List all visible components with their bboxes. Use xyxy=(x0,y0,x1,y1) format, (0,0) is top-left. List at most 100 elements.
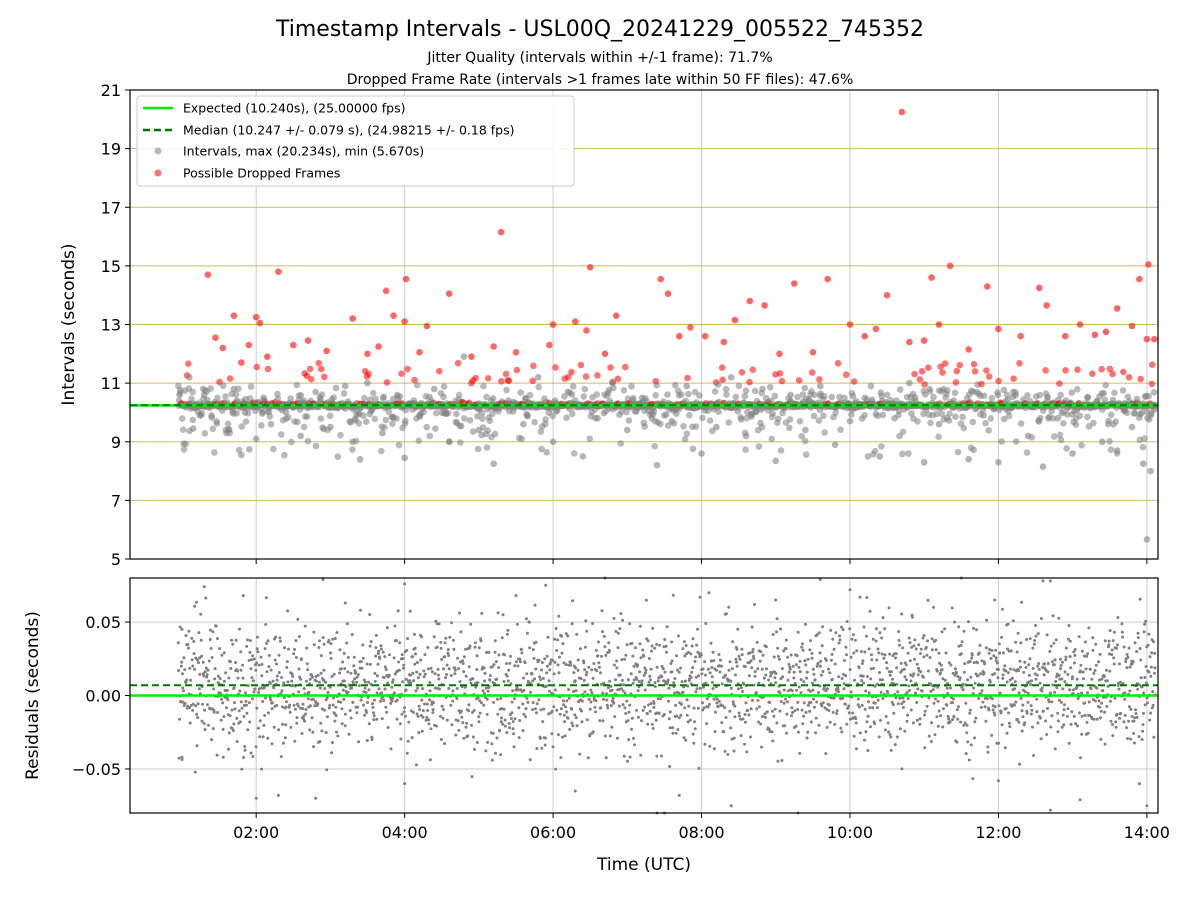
residual-point xyxy=(470,723,473,727)
interval-point xyxy=(457,439,464,446)
residual-point xyxy=(386,681,390,685)
interval-point xyxy=(933,410,940,418)
residual-point xyxy=(197,631,201,635)
residual-point xyxy=(184,634,188,638)
residual-point xyxy=(365,662,369,666)
residual-point xyxy=(575,724,579,728)
residual-point xyxy=(183,668,187,672)
interval-point xyxy=(1054,415,1062,422)
residual-point xyxy=(689,676,693,679)
residual-point xyxy=(370,735,374,739)
residual-point xyxy=(1016,631,1020,635)
residual-point xyxy=(655,642,659,646)
residual-point xyxy=(880,636,884,640)
interval-point xyxy=(586,435,594,443)
interval-point xyxy=(945,417,953,424)
residual-point xyxy=(248,650,252,654)
residual-point xyxy=(1087,700,1091,704)
residual-point xyxy=(251,755,255,758)
residual-point xyxy=(538,675,542,679)
residual-point xyxy=(1035,710,1039,714)
residual-point xyxy=(435,724,438,728)
residual-point xyxy=(477,720,481,724)
residual-point xyxy=(203,708,206,712)
residual-point xyxy=(782,701,786,705)
residual-point xyxy=(757,705,761,709)
residual-point xyxy=(720,682,724,686)
residual-point xyxy=(711,687,715,690)
interval-point xyxy=(698,450,705,457)
residual-point xyxy=(730,667,734,671)
residual-point xyxy=(374,654,378,658)
residual-point xyxy=(639,753,643,757)
residual-point xyxy=(308,677,312,681)
residual-point xyxy=(435,645,439,649)
dropped-frame-point xyxy=(911,370,918,378)
residual-point xyxy=(798,659,802,663)
residual-point xyxy=(957,625,961,629)
interval-point xyxy=(455,391,463,399)
residual-point xyxy=(250,658,253,662)
residual-point xyxy=(860,679,864,682)
residual-point xyxy=(439,646,443,650)
residual-point xyxy=(1023,690,1027,694)
intervals-grid xyxy=(130,89,1158,560)
residual-point xyxy=(1132,741,1136,745)
residual-point xyxy=(743,720,747,724)
residual-point xyxy=(851,633,855,637)
residual-point xyxy=(482,666,486,670)
residual-point xyxy=(814,716,818,720)
residual-point xyxy=(789,653,793,657)
residual-point xyxy=(257,663,261,667)
residual-point xyxy=(866,714,870,718)
residual-point xyxy=(743,713,747,716)
residual-point xyxy=(368,644,372,648)
residual-point xyxy=(453,672,457,676)
residual-point xyxy=(832,647,836,651)
residual-point xyxy=(346,690,350,694)
residual-point xyxy=(1057,616,1061,620)
residual-point xyxy=(394,639,398,642)
residual-point xyxy=(511,689,515,693)
interval-point xyxy=(542,416,549,423)
residual-point xyxy=(1090,677,1094,681)
residual-point xyxy=(408,609,412,613)
residual-point xyxy=(623,657,627,661)
residual-point xyxy=(986,750,990,754)
residual-point xyxy=(811,667,815,671)
dropped-frame-point xyxy=(808,369,816,376)
dropped-frame-point xyxy=(1076,321,1084,328)
residual-point xyxy=(400,712,404,716)
residual-point xyxy=(485,650,488,654)
residual-point xyxy=(696,706,700,710)
interval-point xyxy=(874,412,881,420)
interval-point xyxy=(742,446,749,454)
residual-point xyxy=(520,651,524,655)
interval-point xyxy=(260,394,267,402)
residual-point xyxy=(676,668,679,672)
residual-point xyxy=(612,663,616,667)
residual-point xyxy=(915,662,919,666)
residual-point xyxy=(880,678,884,682)
interval-point xyxy=(189,388,196,396)
dropped-frame-point xyxy=(971,368,979,375)
interval-point xyxy=(810,412,818,420)
residual-point xyxy=(497,666,501,669)
residual-point xyxy=(553,660,557,664)
residual-point xyxy=(506,679,510,683)
residual-point xyxy=(824,659,828,662)
residual-point xyxy=(1046,662,1050,665)
residual-point xyxy=(528,758,532,762)
residual-point xyxy=(578,752,582,756)
residual-point xyxy=(519,648,523,651)
residual-point xyxy=(893,743,897,747)
residual-point xyxy=(799,691,803,695)
residual-point xyxy=(1036,664,1040,668)
residual-point xyxy=(589,700,593,704)
interval-point xyxy=(318,391,326,399)
residual-point xyxy=(523,661,527,665)
residual-point xyxy=(321,636,325,640)
residual-point xyxy=(447,667,451,671)
residual-point xyxy=(383,665,387,669)
dropped-frame-point xyxy=(985,373,993,380)
